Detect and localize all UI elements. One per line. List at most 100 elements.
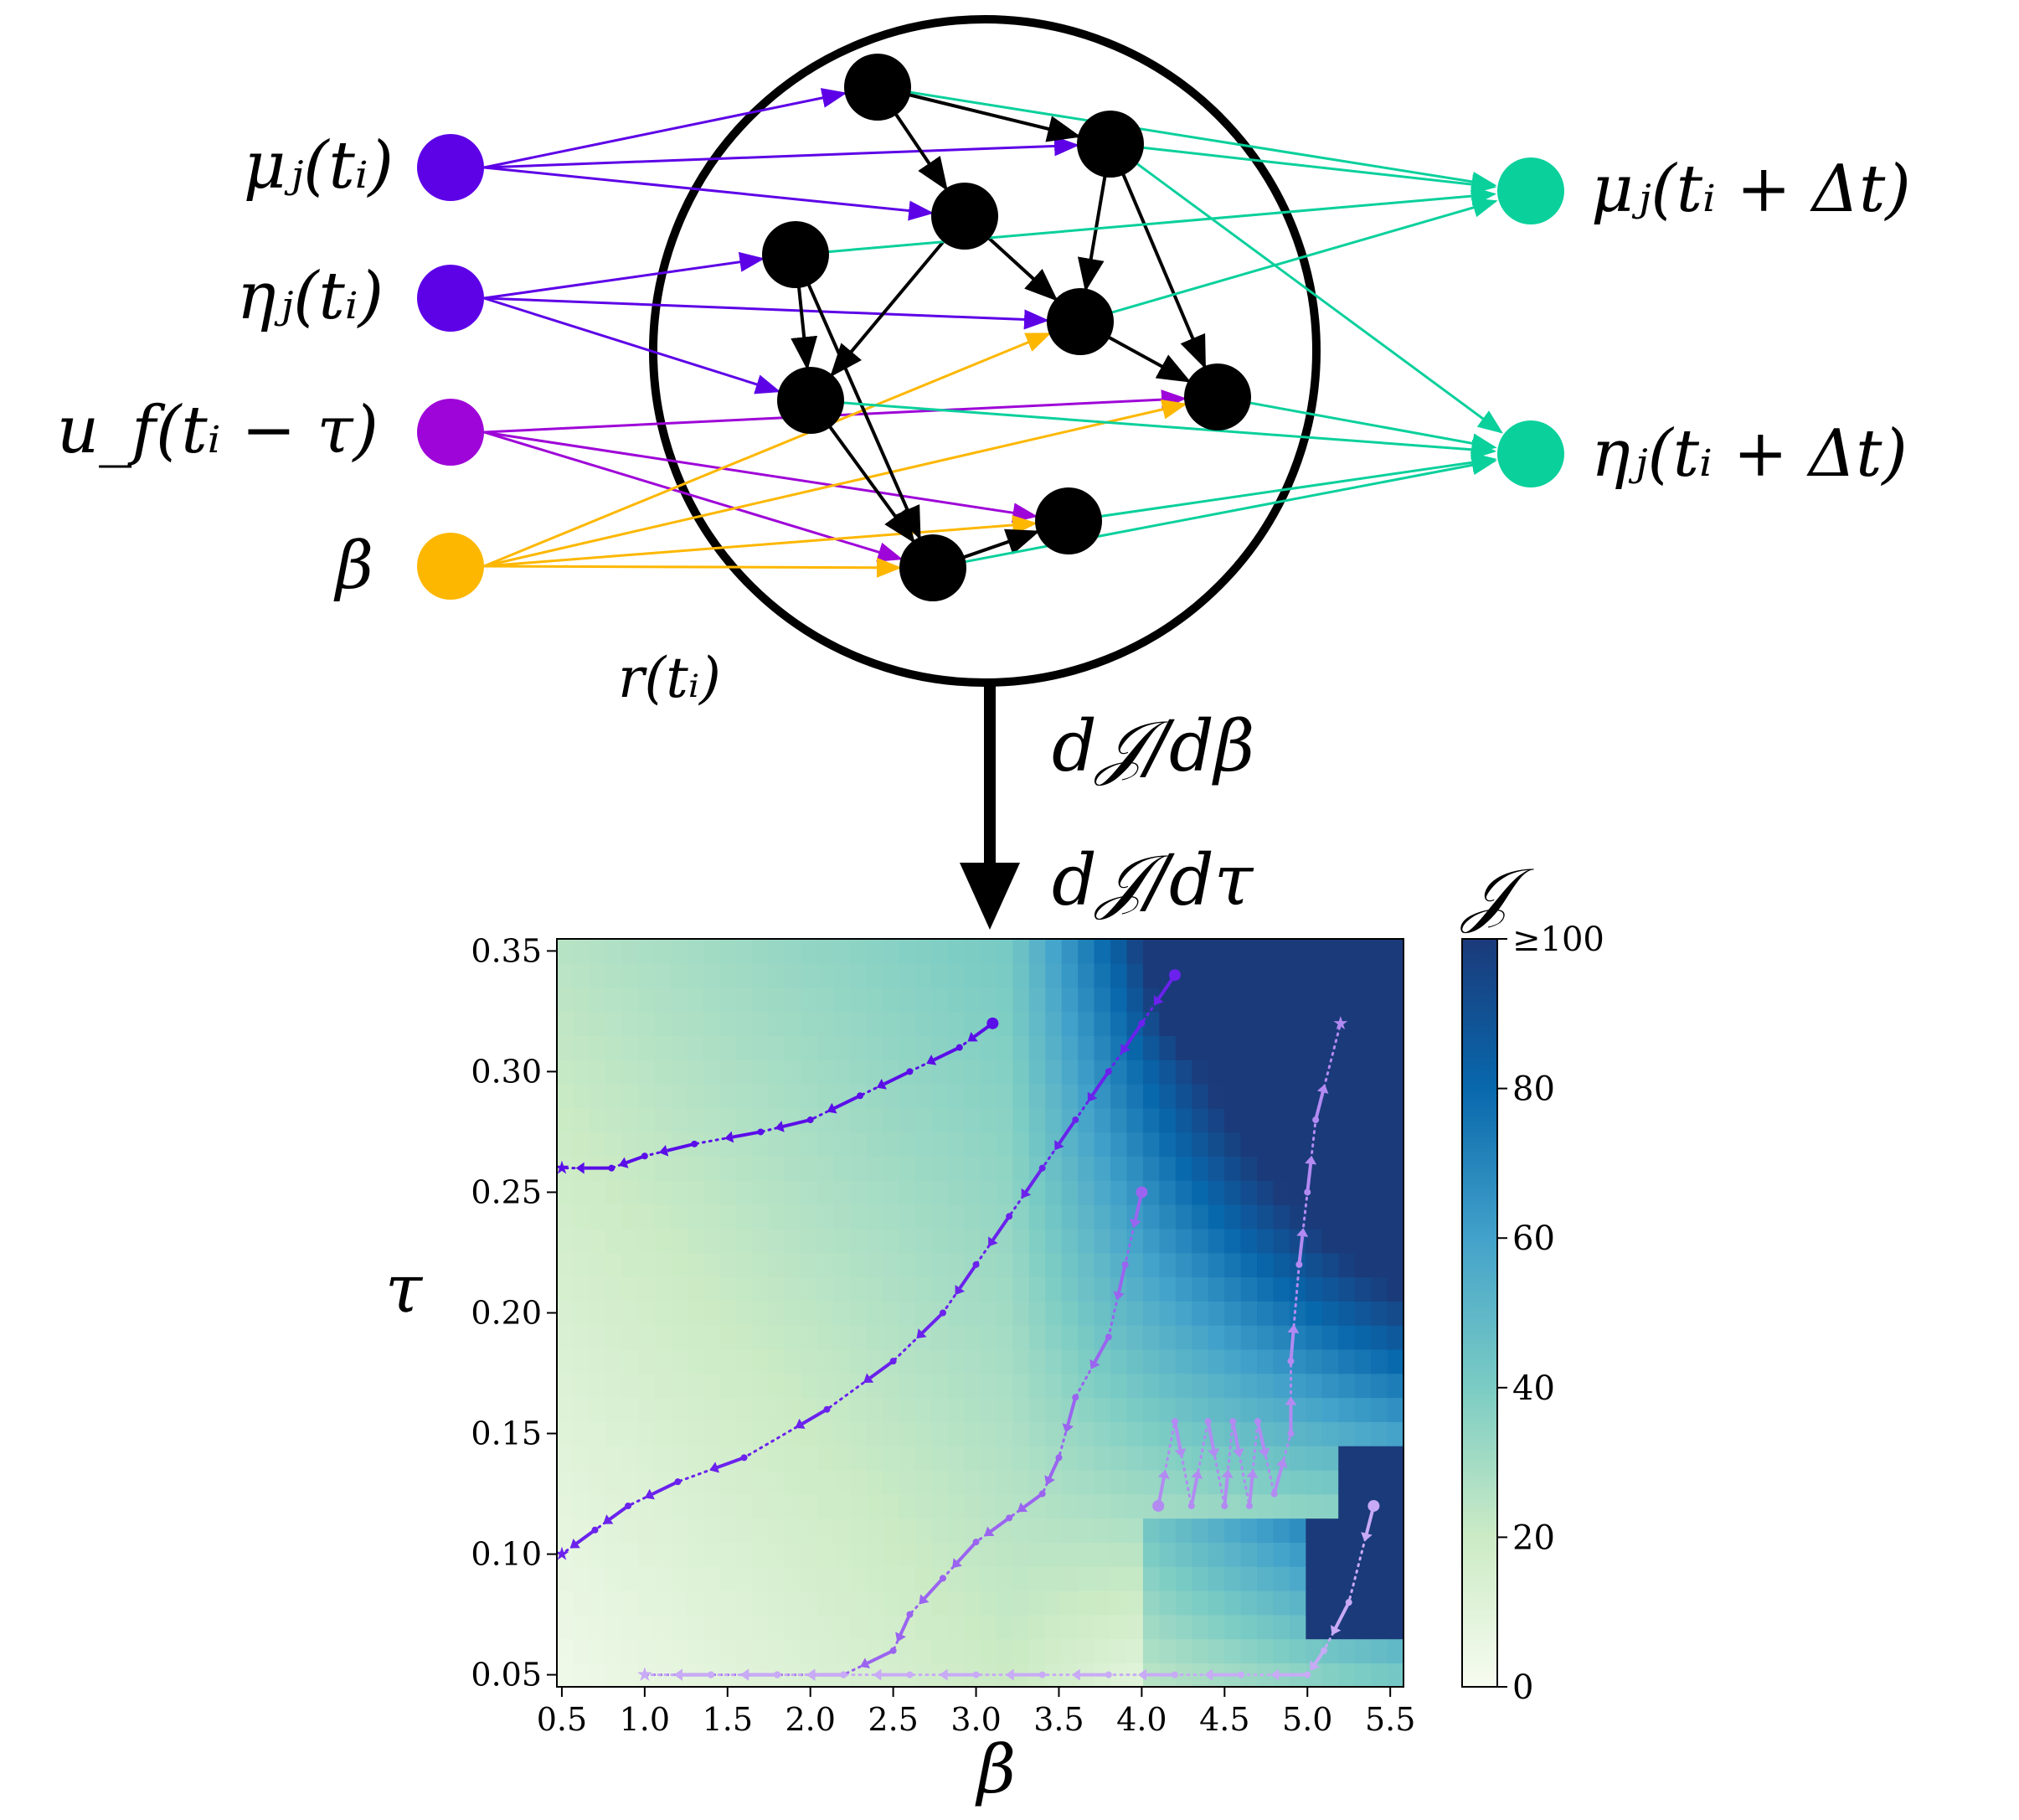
heatmap-cell [1273,1083,1290,1109]
heatmap-cell [1371,1060,1388,1085]
trajectory-point [1254,1418,1261,1426]
heatmap-cell [638,1445,656,1471]
heatmap-cell [980,1373,997,1399]
heatmap-cell [1061,1035,1079,1060]
heatmap-cell [1142,1397,1161,1422]
x-tick-label: 3.0 [950,1701,1001,1738]
heatmap-cell [1012,1469,1030,1495]
heatmap-cell [1387,1011,1404,1037]
heatmap-cell [1175,1011,1193,1037]
heatmap-cell [833,1614,851,1640]
heatmap-cell [947,1638,965,1663]
heatmap-cell [1273,1228,1290,1254]
heatmap-cell [1354,987,1372,1013]
heatmap-cell [752,1107,770,1133]
heatmap-cell [996,1493,1014,1519]
heatmap-cell [1273,1180,1290,1205]
trajectory-arrowhead [916,1328,927,1339]
heatmap-cell [1094,1421,1111,1446]
heatmap-cell [621,1421,640,1446]
heatmap-cell [1224,1348,1242,1374]
heatmap-cell [1126,1542,1144,1567]
heatmap-cell [671,1542,688,1567]
heatmap-cell [849,1421,868,1446]
heatmap-cell [1028,1204,1047,1230]
heatmap-cell [1321,1107,1340,1133]
heatmap-cell [996,1397,1014,1422]
heatmap-cell [817,1324,835,1350]
heatmap-cell [1338,1614,1356,1640]
heatmap-cell [557,1590,574,1616]
heatmap-cell [947,1156,965,1181]
heatmap-cell [638,1276,656,1302]
heatmap-cell [1159,1060,1177,1085]
heatmap-cell [735,1590,754,1616]
heatmap-cell [1240,939,1258,964]
reservoir-node [844,54,911,121]
heatmap-cell [621,1083,640,1109]
reservoir-edges [791,85,1207,570]
heatmap-cell [1061,1107,1079,1133]
heatmap-cell [1142,1107,1161,1133]
heatmap-cell [1012,1156,1030,1181]
heatmap-cell [1159,1565,1177,1591]
heatmap-cell [899,1542,916,1567]
heatmap-cell [1142,1542,1161,1567]
heatmap-cell [621,962,640,988]
trajectory-arrowhead [895,1632,906,1642]
heatmap-cell [1142,1421,1161,1446]
reservoir-edge [794,254,921,541]
heatmap-cell [703,1348,721,1374]
heatmap-cell [687,1590,704,1616]
heatmap-cell [785,987,802,1013]
heatmap-cell [964,1518,981,1543]
heatmap-cell [1224,1180,1242,1205]
heatmap-cell [833,1011,851,1037]
heatmap-cell [1354,1011,1372,1037]
heatmap-cell [654,1228,672,1254]
heatmap-cell [1175,1638,1193,1663]
heatmap-cell [1192,962,1209,988]
reservoir-diagram: μⱼ(tᵢ) ηⱼ(tᵢ) u_f(tᵢ − τ) β μⱼ(tᵢ + Δt) … [57,15,1911,930]
heatmap-cell [996,1180,1014,1205]
heatmap-cell [1387,1228,1404,1254]
heatmap-cell [768,1083,785,1109]
heatmap-cell [1159,1107,1177,1133]
trajectory-point [1367,1499,1380,1512]
trajectory-point [806,1116,814,1124]
heatmap-cell [654,1107,672,1133]
heatmap-cell [735,1397,754,1422]
heatmap-cell [1012,1373,1030,1399]
heatmap-cell [1257,1204,1275,1230]
heatmap-cell [833,1421,851,1446]
trajectory-point [857,1092,864,1100]
trajectory-arrowhead [1296,1228,1309,1237]
heatmap-cell [654,1445,672,1471]
heatmap-cell [671,1035,688,1060]
heatmap-cell [752,1373,770,1399]
heatmap-cell [1257,1035,1275,1060]
heatmap-cell [1012,1107,1030,1133]
trajectory-step [732,1130,761,1139]
trajectory-point [840,1671,847,1678]
heatmap-cell [1224,1542,1242,1567]
heatmap-cell [1126,1348,1144,1374]
heatmap-cell [1273,962,1290,988]
heatmap-cell [866,1493,883,1519]
heatmap-cell [1126,1493,1144,1519]
heatmap-cell [1045,1252,1063,1278]
heatmap-cell [1192,1373,1209,1399]
trajectory-point [906,1671,914,1678]
heatmap-cell [1338,1542,1356,1567]
heatmap-cell [866,1204,883,1230]
heatmap-cell [1338,1348,1356,1374]
trajectory-step [1334,1601,1351,1629]
heatmap-cell [1126,1156,1144,1181]
heatmap-cell [980,1397,997,1422]
heatmap-cell [735,1373,754,1399]
heatmap-cell [1094,1469,1111,1495]
heatmap-cell [768,962,785,988]
heatmap-cell [914,962,932,988]
heatmap-cell [1159,1348,1177,1374]
heatmap-cell [882,1276,900,1302]
